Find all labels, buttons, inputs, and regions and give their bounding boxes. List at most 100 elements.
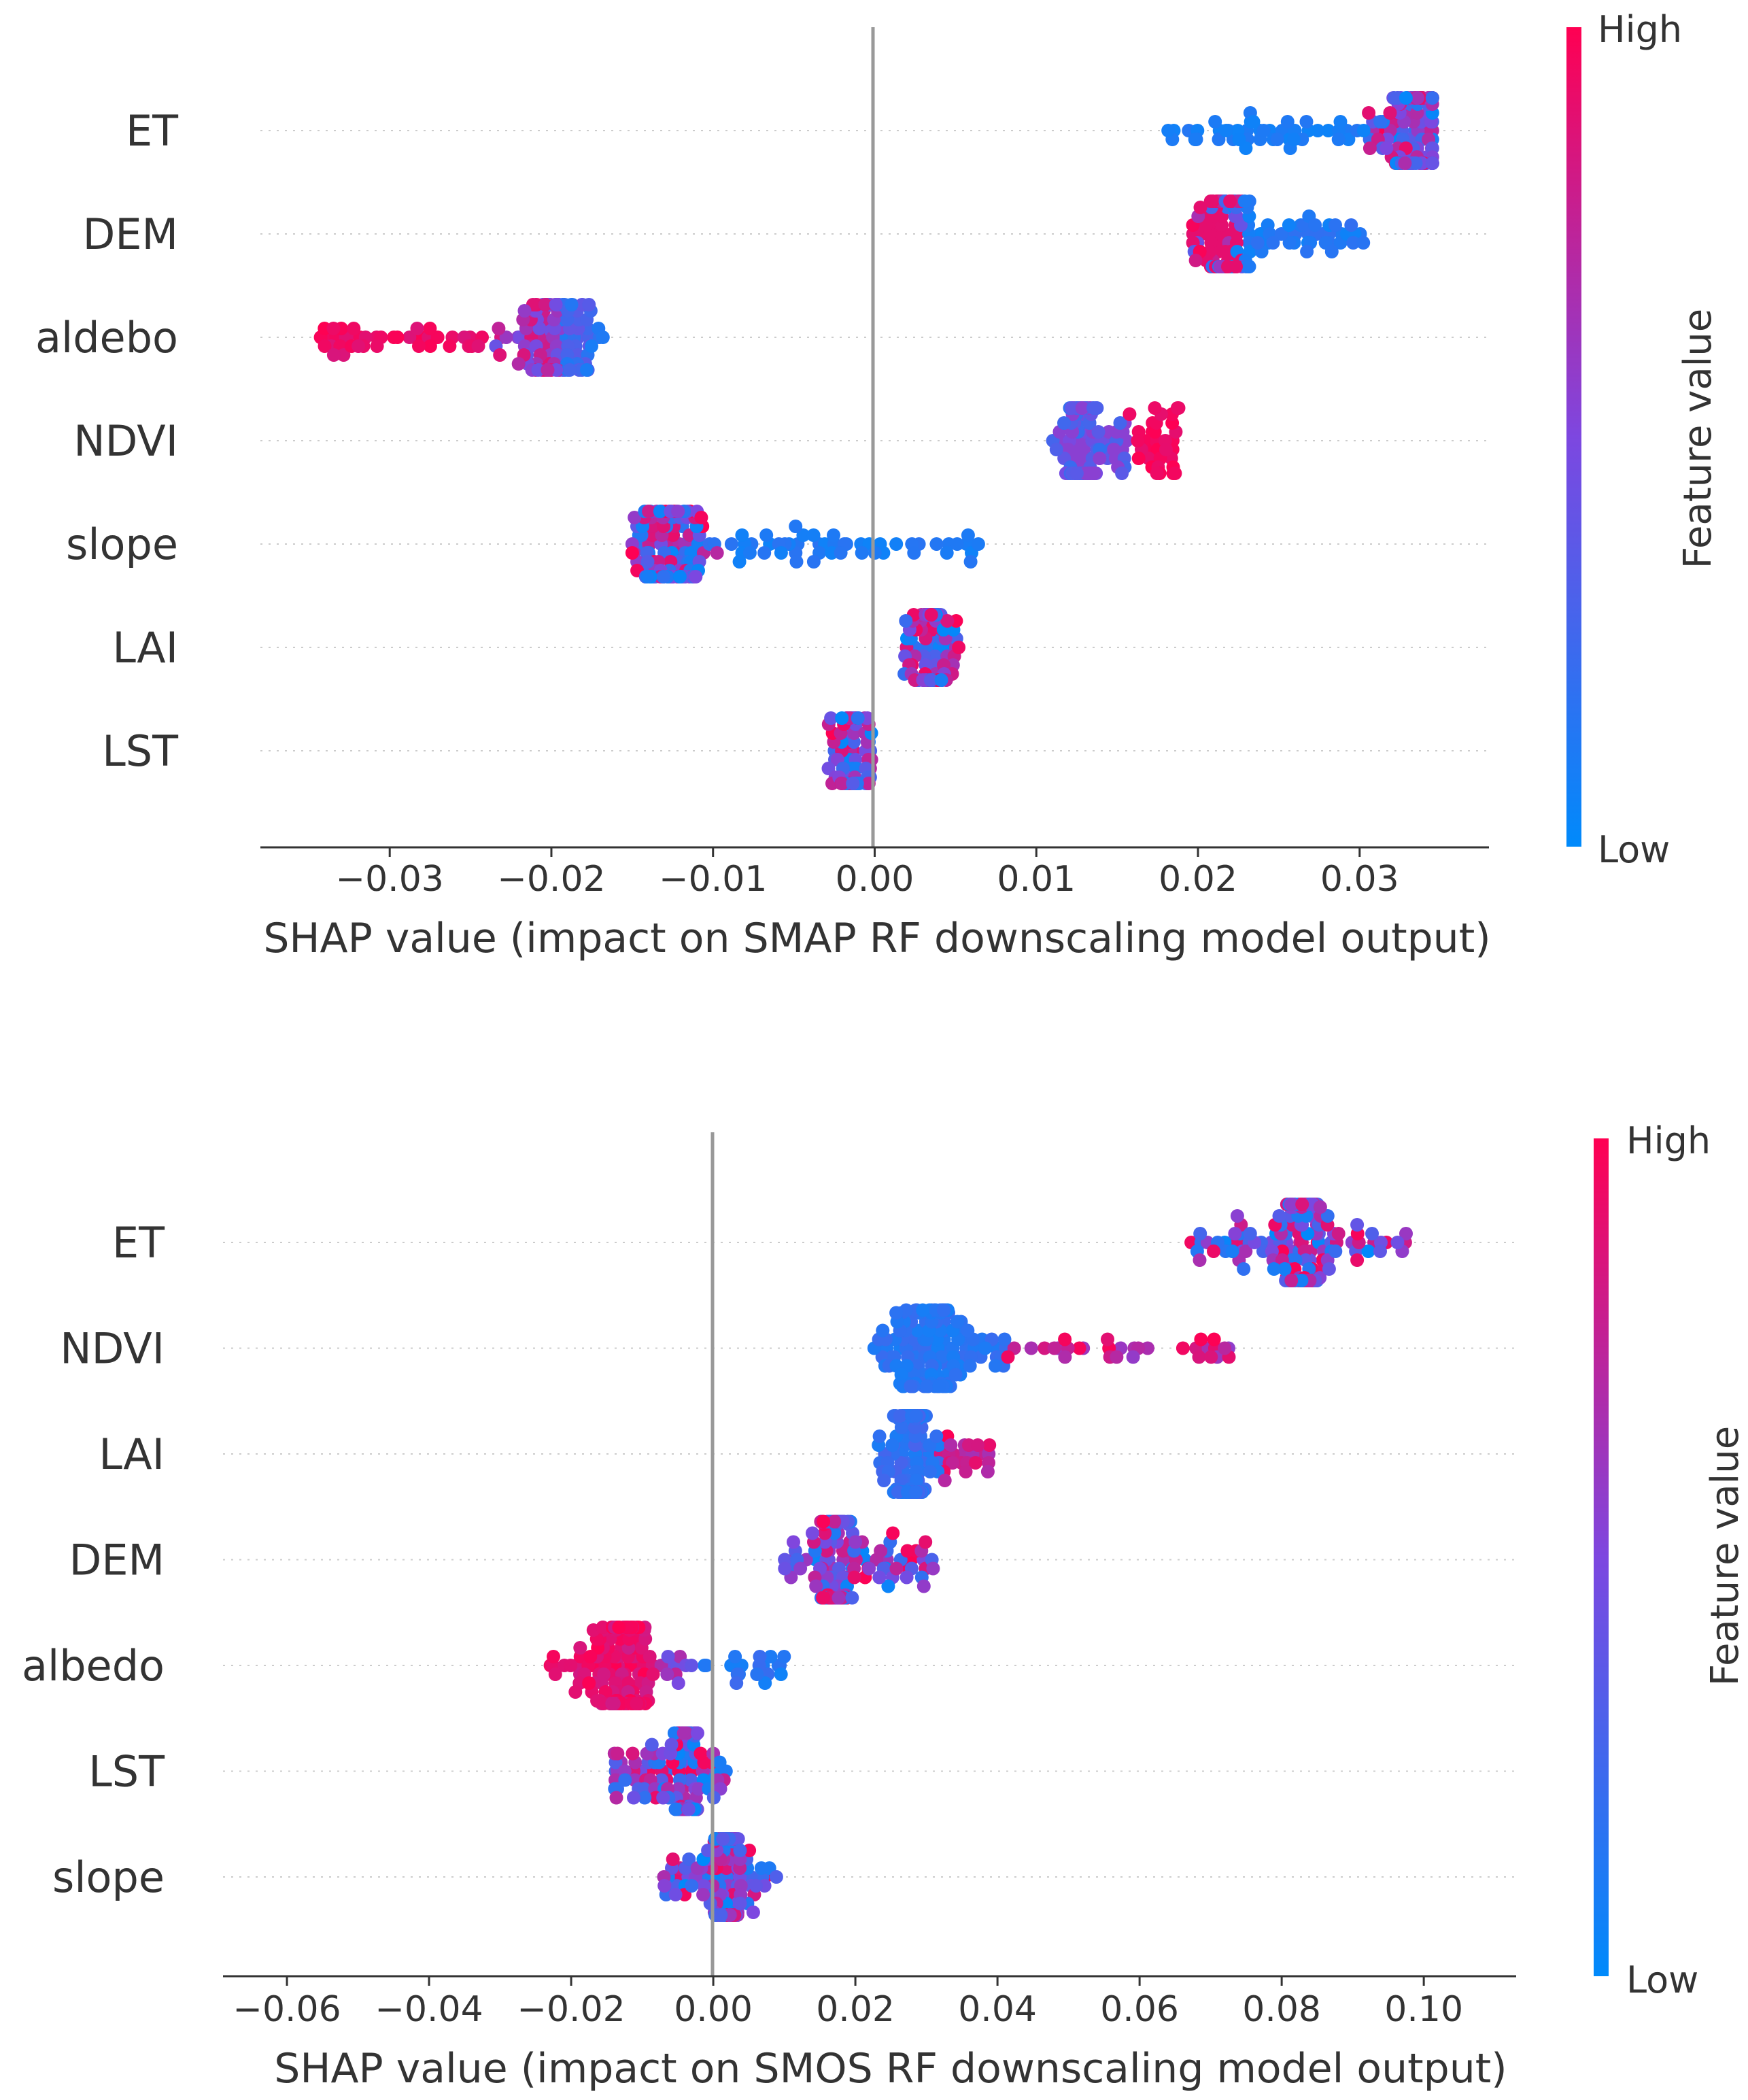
smos-shap-point	[877, 1474, 891, 1487]
smap-shap-point	[889, 537, 904, 551]
smos-shap-point	[564, 1659, 578, 1672]
smos-shap-point	[950, 1315, 965, 1329]
smap-shap-point	[940, 614, 955, 628]
smos-shap-point	[817, 1591, 831, 1605]
smap-feature-label: DEM	[83, 209, 178, 259]
smap-shap-point	[628, 511, 642, 524]
smos-shap-point	[827, 1514, 842, 1529]
smap-shap-point	[370, 339, 384, 353]
smap-shap-point	[493, 348, 507, 362]
smos-feature-label: ET	[112, 1218, 165, 1268]
smos-shap-point	[742, 1844, 757, 1857]
smap-shap-point	[1115, 467, 1129, 480]
smos-shap-point	[936, 1303, 950, 1317]
smap-shap-point	[961, 528, 975, 542]
smap-feature-rows: ET DEM aldebo NDVI slope LAI LST	[35, 106, 1489, 776]
smos-shap-point	[932, 1379, 946, 1393]
smos-shap-point	[963, 1359, 977, 1373]
smos-shap-point	[1204, 1350, 1218, 1364]
smos-shap-point	[713, 1755, 727, 1769]
smap-x-axis-label: SHAP value (impact on SMAP RF downscalin…	[263, 915, 1490, 962]
smap-shap-point	[774, 546, 788, 560]
smap-dots	[313, 91, 1439, 790]
smos-shap-point	[667, 1726, 681, 1740]
smos-shap-point	[978, 1341, 992, 1355]
smap-shap-point	[1232, 133, 1246, 146]
smap-feature-label: NDVI	[73, 416, 178, 466]
smap-shap-point	[1409, 156, 1423, 170]
smap-shap-point	[1398, 156, 1412, 170]
smos-shap-point	[1237, 1262, 1251, 1276]
smap-shap-point	[596, 331, 610, 344]
smap-shap-point	[1282, 218, 1296, 232]
smos-shap-point	[1225, 1244, 1239, 1258]
smap-shap-point	[541, 363, 555, 377]
smos-shap-point	[862, 1561, 876, 1576]
smap-shap-point	[402, 331, 417, 344]
smos-colorbar-gradient	[1594, 1138, 1609, 1976]
smap-shap-point	[511, 357, 526, 371]
smos-shap-point	[671, 1676, 685, 1690]
smap-shap-point	[471, 339, 485, 353]
smap-shap-point	[1161, 124, 1176, 137]
smap-shap-point	[855, 546, 869, 560]
smos-feature-label: LST	[88, 1747, 165, 1797]
smap-shap-point	[907, 546, 921, 560]
smap-shap-point	[1333, 115, 1348, 129]
smap-shap-point	[1203, 194, 1218, 208]
smap-shap-point	[1159, 443, 1173, 456]
smos-shap-point	[1390, 1236, 1405, 1249]
smap-shap-point	[1091, 425, 1106, 439]
smos-shap-point	[961, 1323, 975, 1338]
smos-x-ticks: −0.06 −0.04 −0.02 0.00 0.02 0.04 0.06 0.08 0.10	[233, 1976, 1463, 2030]
smos-shap-point	[876, 1323, 890, 1338]
smos-shap-point	[1243, 1227, 1257, 1240]
smos-shap-point	[971, 1438, 985, 1452]
smap-shap-point	[1411, 91, 1424, 105]
smos-shap-point	[758, 1676, 772, 1690]
smap-shap-point	[564, 298, 579, 311]
smos-shap-point	[920, 1379, 934, 1393]
smap-feature-label: aldebo	[35, 313, 178, 362]
smos-shap-point	[611, 1746, 625, 1761]
smap-shap-point	[1148, 401, 1162, 415]
smap-shap-point	[1069, 467, 1084, 480]
smos-shap-point	[923, 1465, 937, 1478]
smap-shap-point	[899, 614, 913, 628]
smos-shap-point	[872, 1429, 887, 1443]
smos-shap-point	[893, 1409, 907, 1423]
smos-shap-point	[645, 1738, 659, 1752]
smap-shap-point	[1086, 401, 1100, 415]
smos-shap-point	[1141, 1341, 1154, 1355]
smap-shap-point	[952, 641, 966, 654]
smap-feature-label: LST	[102, 726, 179, 776]
smos-tick-label: 0.04	[958, 1989, 1037, 2030]
smap-shap-point	[1346, 236, 1360, 250]
smap-shap-point	[1425, 156, 1439, 170]
smap-shap-point	[387, 331, 401, 344]
smap-shap-point	[326, 348, 341, 362]
smap-tick-label: −0.02	[497, 859, 605, 900]
smap-shap-point	[1083, 467, 1097, 480]
smos-shap-point	[716, 1832, 730, 1846]
smos-shap-point	[1024, 1341, 1038, 1355]
smap-shap-point	[582, 298, 596, 311]
smap-shap-point	[1363, 141, 1377, 155]
smos-shap-point	[618, 1773, 632, 1787]
smap-shap-point	[499, 331, 513, 344]
smos-shap-point	[656, 1791, 670, 1805]
smap-shap-point	[1308, 218, 1322, 232]
smap-shap-point	[580, 363, 594, 377]
smap-shap-point	[1113, 416, 1127, 430]
smos-shap-point	[1126, 1350, 1140, 1364]
smap-shap-point	[517, 304, 532, 318]
smos-tick-label: 0.02	[816, 1989, 895, 2030]
smos-shap-point	[926, 1561, 940, 1576]
smap-shap-point	[1274, 227, 1288, 241]
smap-shap-point	[789, 555, 804, 569]
smap-shap-point	[326, 322, 341, 335]
smos-shap-point	[548, 1667, 562, 1681]
smos-shap-point	[609, 1791, 623, 1805]
smap-shap-point	[585, 339, 598, 353]
